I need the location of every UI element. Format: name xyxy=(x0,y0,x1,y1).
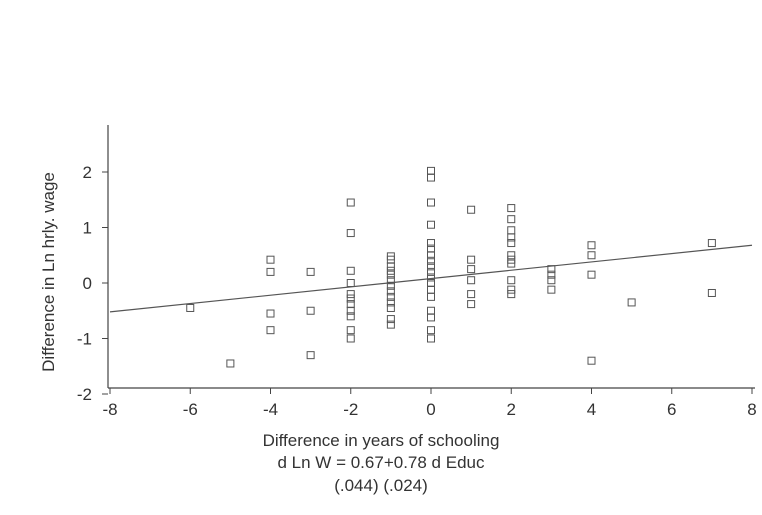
axes xyxy=(107,125,755,389)
data-point xyxy=(427,273,435,282)
data-point xyxy=(386,315,395,324)
data-point xyxy=(587,251,596,260)
data-point xyxy=(346,229,355,238)
y-tick-label: -1 xyxy=(77,330,92,349)
data-point xyxy=(427,285,435,294)
data-point xyxy=(707,239,716,248)
data-point xyxy=(386,320,395,329)
data-point xyxy=(386,298,395,307)
data-point xyxy=(427,251,435,260)
data-point xyxy=(507,276,516,285)
x-tick-label: 6 xyxy=(667,400,676,419)
data-point xyxy=(587,356,596,365)
data-point xyxy=(346,279,355,287)
data-point xyxy=(427,220,435,229)
x-tick-label: 0 xyxy=(426,400,435,419)
data-point xyxy=(547,276,556,285)
data-point xyxy=(427,198,435,207)
data-point xyxy=(386,287,395,296)
data-point xyxy=(507,204,516,213)
y-tick-label: -2 xyxy=(77,385,92,404)
data-point xyxy=(306,267,315,276)
data-point xyxy=(346,266,355,275)
data-point xyxy=(547,270,556,279)
data-point xyxy=(467,276,476,285)
standard-errors: (.044) (.024) xyxy=(334,476,428,495)
data-point xyxy=(587,270,596,279)
data-point xyxy=(507,251,516,260)
data-point xyxy=(427,306,435,315)
data-point xyxy=(346,306,355,315)
data-point xyxy=(627,298,636,307)
data-point xyxy=(427,313,435,322)
data-point xyxy=(427,267,435,276)
tick-labels: -8 -6 -4 -2 0 2 4 6 8 -2 -1 0 1 2 xyxy=(77,163,757,419)
data-point xyxy=(346,198,355,207)
x-tick-label: 2 xyxy=(507,400,516,419)
data-point xyxy=(427,256,435,265)
data-point xyxy=(346,326,355,335)
regression-line-group xyxy=(109,244,753,313)
y-axis-label: Difference in Ln hrly. wage xyxy=(39,172,58,372)
data-point xyxy=(467,300,476,309)
data-point xyxy=(467,265,476,274)
data-point xyxy=(346,290,355,299)
data-point xyxy=(507,239,516,248)
data-point xyxy=(427,166,435,175)
data-point xyxy=(587,241,596,250)
data-point xyxy=(346,312,355,321)
data-point xyxy=(186,303,195,312)
x-axis-label: Difference in years of schooling xyxy=(262,431,500,450)
data-point xyxy=(467,255,476,264)
data-point xyxy=(467,290,476,299)
data-point xyxy=(266,326,275,335)
data-point xyxy=(306,306,315,315)
data-point xyxy=(386,276,395,285)
data-point xyxy=(427,326,435,335)
x-tick-label: -4 xyxy=(263,400,278,419)
data-point xyxy=(507,215,516,224)
data-point xyxy=(266,309,275,318)
data-point xyxy=(386,303,395,312)
y-tick-label: 2 xyxy=(83,163,92,182)
data-point xyxy=(386,270,395,279)
data-point xyxy=(427,334,435,343)
data-point xyxy=(547,285,556,294)
data-point xyxy=(266,255,275,264)
y-tick-label: 1 xyxy=(83,219,92,238)
y-tick-label: 0 xyxy=(83,274,92,293)
x-tick-label: 4 xyxy=(587,400,596,419)
x-tick-label: -6 xyxy=(183,400,198,419)
data-point xyxy=(306,351,315,360)
data-point xyxy=(427,262,435,271)
data-point xyxy=(507,233,516,242)
data-point xyxy=(386,292,395,301)
regression-line xyxy=(109,244,753,313)
data-point xyxy=(507,259,516,268)
data-point xyxy=(266,267,275,276)
data-point xyxy=(427,292,435,301)
data-point xyxy=(507,226,516,235)
data-point xyxy=(707,288,716,297)
x-tick-label: -2 xyxy=(343,400,358,419)
x-tick-label: 8 xyxy=(747,400,756,419)
data-point xyxy=(427,239,435,248)
data-point xyxy=(386,262,395,271)
data-point xyxy=(467,205,476,214)
data-point xyxy=(507,285,516,294)
tick-marks xyxy=(102,171,753,395)
data-point xyxy=(507,290,516,299)
data-point xyxy=(346,334,355,343)
x-tick-label: -8 xyxy=(102,400,117,419)
data-point xyxy=(346,294,355,303)
data-point xyxy=(427,173,435,182)
data-points xyxy=(186,166,716,368)
regression-equation: d Ln W = 0.67+0.78 d Educ xyxy=(277,453,485,472)
data-point xyxy=(226,359,235,368)
